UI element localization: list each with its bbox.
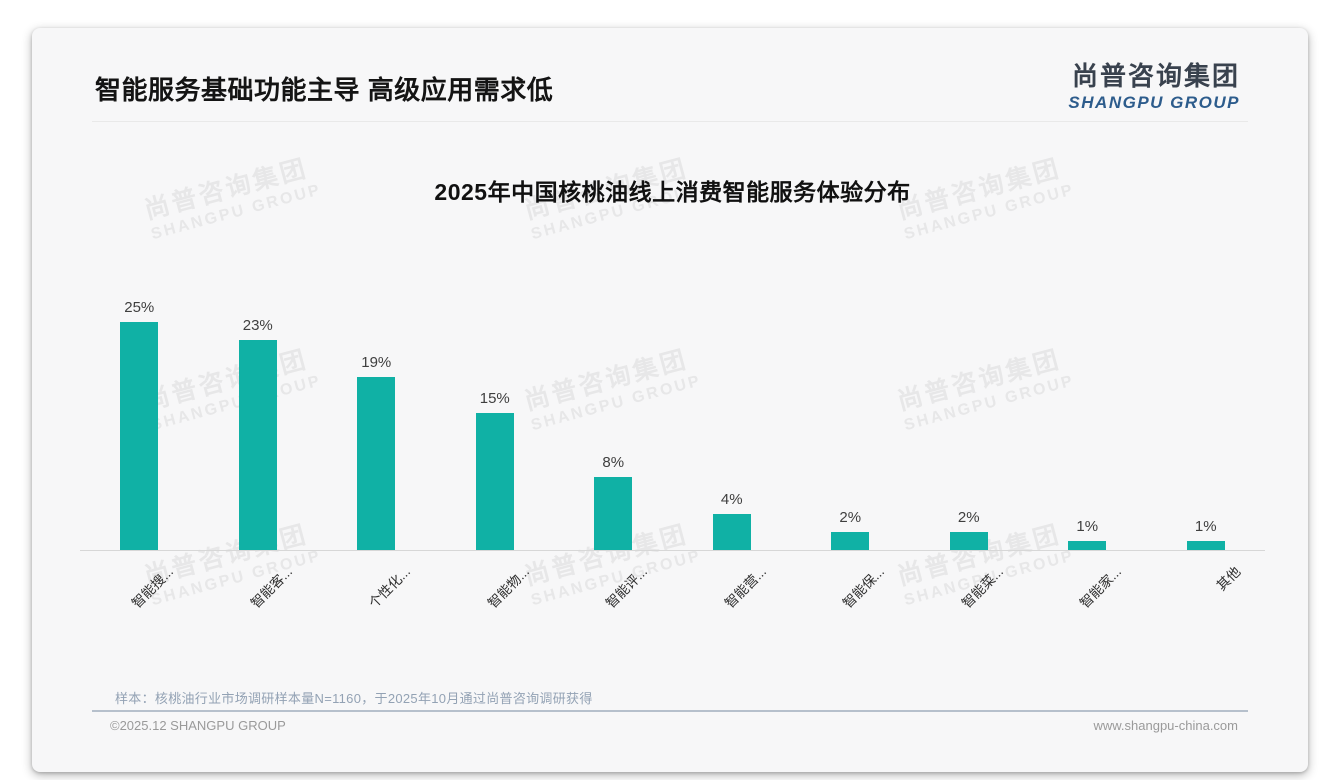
- footer-divider: [92, 710, 1248, 712]
- bar-value-label: 4%: [720, 491, 743, 508]
- bar: [120, 322, 159, 550]
- bar-value-label: 1%: [1194, 518, 1217, 535]
- company-logo: 尚普咨询集团 SHANGPU GROUP: [1068, 56, 1240, 113]
- bar: [594, 477, 633, 550]
- x-axis-label: 智能客...: [247, 563, 296, 612]
- x-axis-label: 智能营...: [721, 563, 770, 612]
- title-divider: [92, 121, 1248, 122]
- page-title: 智能服务基础功能主导 高级应用需求低: [95, 75, 554, 105]
- sample-note: 样本：核桃油行业市场调研样本量N=1160，于2025年10月通过尚普咨询调研获…: [115, 691, 593, 706]
- bar: [712, 514, 751, 550]
- x-axis-label: 智能搜...: [129, 563, 177, 612]
- x-axis-label: 智能家...: [1077, 563, 1125, 612]
- x-axis-label: 智能评...: [603, 563, 651, 612]
- x-axis-label: 个性化...: [366, 563, 414, 612]
- bar: [357, 377, 396, 550]
- bar: [949, 532, 988, 550]
- logo-chinese-text: 尚普咨询集团: [1071, 61, 1240, 91]
- bar-value-label: 2%: [839, 509, 862, 526]
- logo-english-text: SHANGPU GROUP: [1068, 93, 1240, 112]
- bar: [1068, 541, 1107, 550]
- x-axis-line: [80, 550, 1265, 551]
- bar-value-label: 15%: [479, 390, 510, 407]
- plot-area: 25% 智能搜... 23% 智能客... 19% 个性化... 15% 智能物... 8% 智能…: [80, 298, 1265, 648]
- x-axis-label: 智能菜...: [958, 563, 1007, 612]
- bar-value-label: 23%: [242, 317, 273, 334]
- x-axis-label: 智能物...: [484, 563, 533, 612]
- bar: [831, 532, 870, 550]
- bar-value-label: 8%: [602, 454, 625, 471]
- bar-value-label: 2%: [957, 509, 980, 526]
- footer-copyright: ©2025.12 SHANGPU GROUP: [110, 718, 286, 733]
- bar-value-label: 25%: [124, 299, 155, 316]
- chart-title: 2025年中国核桃油线上消费智能服务体验分布: [434, 179, 911, 205]
- bar-value-label: 19%: [361, 354, 392, 371]
- bar: [475, 413, 514, 550]
- bar: [238, 340, 277, 550]
- x-axis-label: 智能保...: [840, 563, 888, 612]
- footer-website: www.shangpu-china.com: [1093, 718, 1238, 733]
- bar-value-label: 1%: [1076, 518, 1099, 535]
- slide-card: 尚普咨询集团 SHANGPU GROUP 尚普咨询集团 SHANGPU GROUP 尚普…: [32, 28, 1308, 772]
- bar: [1186, 541, 1225, 550]
- x-axis-label: 其他: [1213, 563, 1244, 594]
